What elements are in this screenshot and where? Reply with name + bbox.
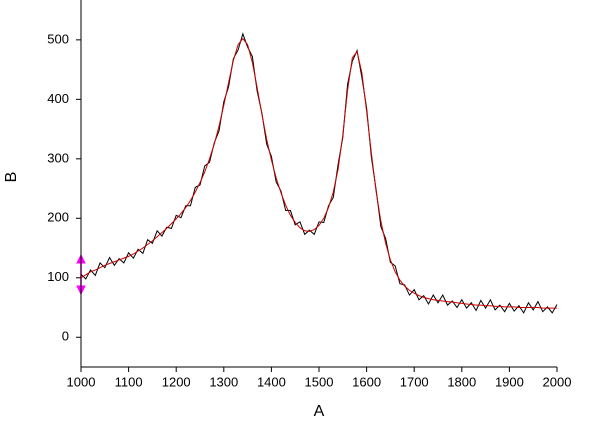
y-tick-label: 0 — [62, 329, 69, 344]
y-tick-label: 500 — [47, 31, 69, 46]
y-tick-label: 200 — [47, 210, 69, 225]
x-tick-label: 2000 — [543, 374, 572, 389]
x-tick-label: 1000 — [67, 374, 96, 389]
y-axis-title: B — [3, 172, 20, 183]
x-tick-label: 1100 — [115, 374, 143, 389]
x-tick-label: 1300 — [209, 374, 238, 389]
data-line — [80, 37, 557, 309]
x-tick-label: 1700 — [400, 374, 429, 389]
y-tick-label: 300 — [47, 150, 69, 165]
x-tick-label: 1400 — [257, 374, 286, 389]
x-tick-label: 1900 — [495, 374, 524, 389]
x-tick-label: 1500 — [305, 374, 334, 389]
x-axis-title: A — [314, 403, 325, 420]
x-tick-label: 1800 — [447, 374, 476, 389]
y-tick-label: 100 — [47, 269, 69, 284]
x-tick-label: 1200 — [162, 374, 191, 389]
x-tick-label: 1600 — [352, 374, 381, 389]
y-tick-label: 400 — [47, 91, 69, 106]
data-line — [80, 32, 558, 314]
